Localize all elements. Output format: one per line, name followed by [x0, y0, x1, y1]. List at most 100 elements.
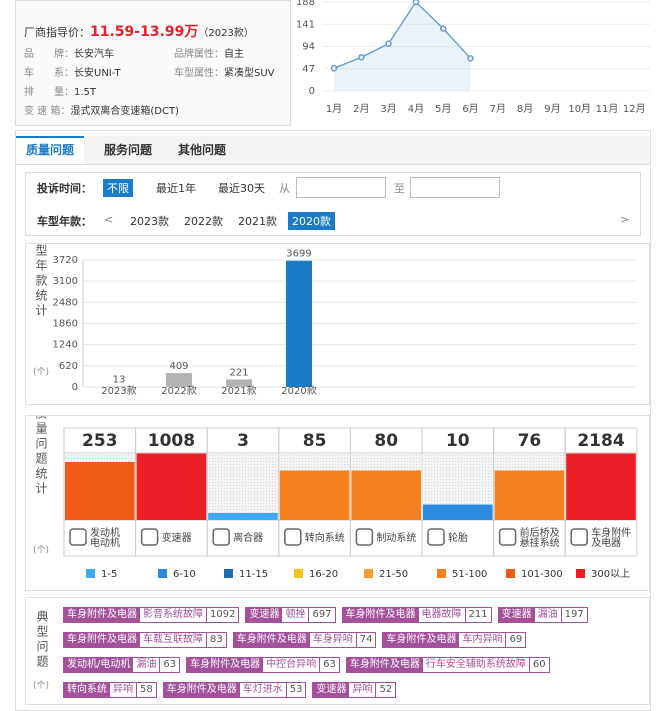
spec-value: 紧凑型SUV — [224, 68, 275, 79]
tag-category: 变速器 — [313, 683, 350, 697]
tag-issue: 行车安全辅助系统故障 — [425, 659, 526, 670]
issue-tag[interactable]: 发动机/电动机 漏油 63 — [63, 657, 181, 673]
tab[interactable]: 其他问题 — [178, 143, 227, 157]
bar — [566, 453, 636, 520]
icon — [570, 528, 588, 546]
spec: 变 速 箱：湿式双离合变速箱(DCT) — [24, 102, 179, 117]
axis-label: 质量问题统计 — [34, 415, 48, 497]
y-tick-label: 3100 — [53, 276, 78, 287]
year-option[interactable]: 2023款 — [130, 215, 169, 228]
year-option[interactable]: 2021款 — [238, 215, 277, 228]
tag-category: 车身附件及电器 — [346, 658, 423, 672]
y-tick-label: 94 — [302, 42, 315, 53]
category-label: 离合器 — [233, 531, 263, 544]
time-option[interactable]: 最近1年 — [156, 182, 196, 195]
issue-tag[interactable]: 变速器 异响 52 — [312, 682, 397, 698]
icon — [140, 528, 159, 546]
issue-tag[interactable]: 车身附件及电器 车身异响 74 — [232, 632, 377, 648]
value-label: 3699 — [286, 249, 311, 260]
issue-tag[interactable]: 变速器 漏油 197 — [497, 607, 588, 623]
x-tick-label: 4月 — [408, 103, 424, 115]
issue-tag[interactable]: 车身附件及电器 车内异响 69 — [382, 632, 527, 648]
x-tick-label: 1月 — [326, 103, 342, 115]
bar — [166, 373, 192, 387]
tag-issue: 异响 — [113, 684, 133, 695]
year-option[interactable]: 2020款 — [288, 212, 335, 230]
tag-count: 83 — [206, 633, 226, 647]
icon — [69, 528, 87, 546]
time-option[interactable]: 最近30天 — [218, 182, 265, 195]
year-option[interactable]: 2022款 — [184, 215, 223, 228]
tab[interactable]: 质量问题 — [16, 136, 85, 164]
tag-category: 车身附件及电器 — [187, 658, 264, 672]
y-tick-label: 0 — [309, 86, 315, 97]
icon — [427, 528, 445, 546]
issue-tag[interactable]: 车身附件及电器 行车安全辅助系统故障 60 — [345, 657, 550, 673]
tag-issue: 异响 — [352, 684, 373, 695]
bar — [136, 453, 207, 520]
spec-value: 长安UNI-T — [74, 68, 121, 79]
bar — [351, 470, 421, 520]
issue-tag[interactable]: 转向系统 异响 58 — [63, 682, 157, 698]
axis-unit: (个) — [33, 681, 50, 691]
category-label: 制动系统 — [376, 531, 416, 544]
count: 76 — [518, 431, 542, 451]
date-input[interactable] — [296, 177, 386, 198]
spec-value: 1.5T — [74, 87, 97, 98]
x-tick-label: 2020款 — [281, 384, 316, 397]
axis-label: 车型年款统计 — [34, 243, 48, 319]
spec-label: 车 系： — [24, 68, 74, 79]
legend-label: 1-5 — [101, 569, 117, 580]
issue-tag[interactable]: 车身附件及电器 中控台异响 63 — [186, 657, 340, 673]
legend-swatch — [364, 569, 373, 578]
category-label: 车身附件 — [591, 526, 631, 539]
x-tick-label: 2023款 — [101, 384, 136, 397]
year-chart: 车型年款统计 (个) 0 620 1240 1860 2480 3100 3720 132023款… — [25, 243, 650, 405]
trend-chart: 0 47 94 141 188 1月 2月 3月 4月 5月 6月 7月 8月 9月 10月 11月 12月 — [296, 0, 651, 115]
x-tick-label: 12月 — [623, 103, 646, 115]
spec: 品 牌：长安汽车 — [24, 45, 114, 60]
x-tick-label: 2021款 — [221, 384, 256, 397]
tag-category: 车身附件及电器 — [163, 683, 240, 697]
tag-category: 变速器 — [498, 608, 535, 622]
tag-issue: 顿挫 — [285, 609, 306, 620]
next-button[interactable]: > — [620, 213, 630, 226]
legend-swatch — [576, 569, 585, 578]
issue-tag[interactable]: 变速器 顿挫 697 — [245, 607, 336, 623]
tag-count: 197 — [560, 608, 587, 622]
axis-label: 典型问题 — [35, 610, 49, 670]
x-tick-label: 2月 — [353, 103, 369, 115]
legend-swatch — [158, 569, 167, 578]
icon — [355, 528, 374, 546]
filter-label: 投诉时间： — [37, 182, 92, 195]
legend-label: 101-300 — [521, 569, 563, 580]
trend-line — [333, 0, 471, 69]
count: 2184 — [577, 431, 624, 451]
issue-tag[interactable]: 车身附件及电器 车灯进水 53 — [162, 682, 307, 698]
count: 85 — [303, 431, 327, 451]
cell-frame — [564, 427, 638, 557]
tab[interactable]: 服务问题 — [104, 143, 153, 157]
tag-issue: 车载互联故障 — [143, 634, 203, 645]
spec: 排 量：1.5T — [24, 83, 96, 98]
spec-label: 变 速 箱： — [24, 106, 71, 117]
tag-issue: 车身异响 — [312, 634, 353, 645]
trend-area — [334, 2, 471, 91]
issue-tag[interactable]: 车身附件及电器 影音系统故障 1092 — [63, 607, 240, 623]
issue-tag[interactable]: 车身附件及电器 车载互联故障 83 — [63, 632, 227, 648]
info-panel: 厂商指导价：11.59-13.99万（2023款） 品 牌：长安汽车 品牌属性：自主… — [15, 0, 291, 126]
filter-label: 车型年款： — [37, 215, 92, 228]
tag-row: 车身附件及电器 车载互联故障 83 车身附件及电器 车身异响 74 车身附件及电器 车内异响 6… — [63, 632, 532, 648]
legend-swatch — [86, 569, 95, 578]
issue-tag[interactable]: 车身附件及电器 电器故障 211 — [341, 607, 492, 623]
date-input[interactable] — [410, 177, 500, 198]
tag-count: 211 — [464, 608, 491, 622]
x-tick-label: 6月 — [462, 103, 478, 115]
legend-swatch — [224, 569, 233, 578]
x-tick-label: 7月 — [490, 103, 506, 115]
time-option[interactable]: 不限 — [103, 179, 133, 197]
tag-category: 车身附件及电器 — [233, 633, 310, 647]
prev-button[interactable]: < — [104, 213, 114, 226]
spec: 车 系：长安UNI-T — [24, 64, 121, 79]
tag-row: 转向系统 异响 58 车身附件及电器 车灯进水 53 变速器 异响 52 — [63, 682, 402, 698]
